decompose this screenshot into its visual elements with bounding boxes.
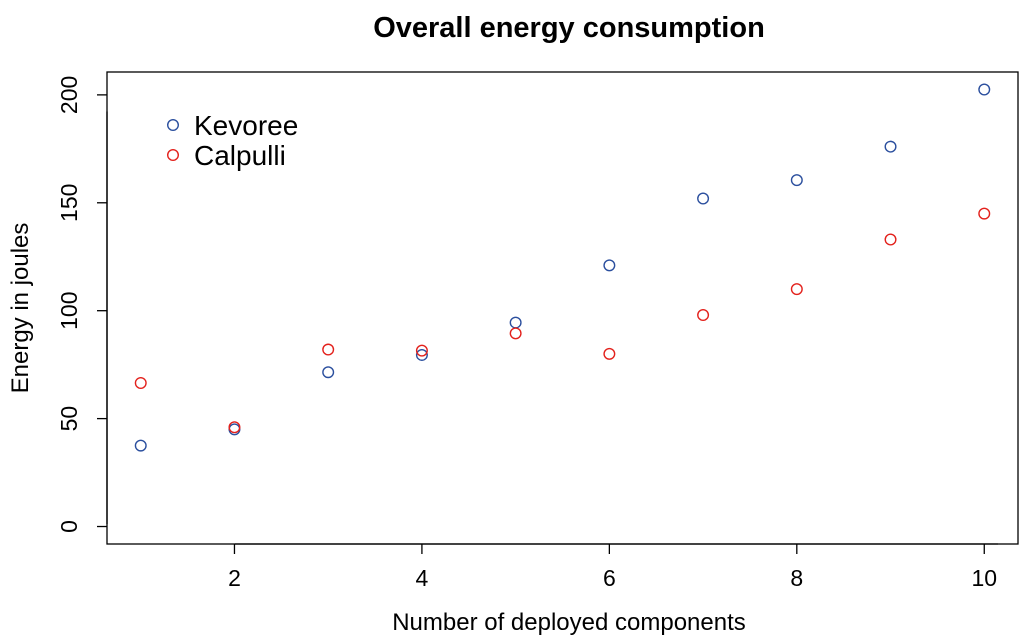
y-tick-label: 150: [56, 184, 82, 222]
y-tick-label: 50: [56, 406, 82, 432]
x-tick-label: 10: [971, 565, 997, 591]
chart-title: Overall energy consumption: [373, 12, 765, 44]
calpulli-point: [134, 376, 147, 389]
calpulli-point: [415, 344, 428, 357]
y-axis-label: Energy in joules: [7, 223, 34, 394]
calpulli-point: [884, 233, 897, 246]
x-axis-label: Number of deployed components: [392, 609, 746, 636]
kevoree-point: [134, 439, 147, 452]
y-tick-label: 200: [56, 76, 82, 114]
x-tick-label: 4: [416, 565, 429, 591]
x-tick-label: 6: [603, 565, 616, 591]
calpulli-point: [322, 343, 335, 356]
y-axis-ticks: 0 50 100 150 200: [56, 76, 107, 533]
legend-marker-calpulli: [166, 148, 179, 161]
y-tick-label: 100: [56, 292, 82, 330]
kevoree-point: [322, 366, 335, 379]
kevoree-point: [978, 83, 991, 96]
kevoree-point: [884, 140, 897, 153]
y-tick-label: 0: [56, 520, 82, 533]
legend-marker-kevoree: [166, 118, 179, 131]
calpulli-point: [228, 421, 241, 434]
kevoree-point: [697, 192, 710, 205]
x-axis-ticks: 2 4 6 8 10: [228, 544, 997, 591]
calpulli-point: [978, 207, 991, 220]
legend-label-calpulli: Calpulli: [194, 140, 286, 171]
calpulli-point: [697, 309, 710, 322]
x-tick-label: 2: [228, 565, 241, 591]
legend-label-kevoree: Kevoree: [194, 110, 298, 141]
calpulli-point: [603, 347, 616, 360]
data-points: [134, 83, 991, 452]
calpulli-point: [509, 327, 522, 340]
x-tick-label: 8: [790, 565, 803, 591]
calpulli-point: [790, 283, 803, 296]
kevoree-point: [415, 348, 428, 361]
kevoree-point: [790, 174, 803, 187]
kevoree-point: [509, 316, 522, 329]
kevoree-point: [603, 259, 616, 272]
